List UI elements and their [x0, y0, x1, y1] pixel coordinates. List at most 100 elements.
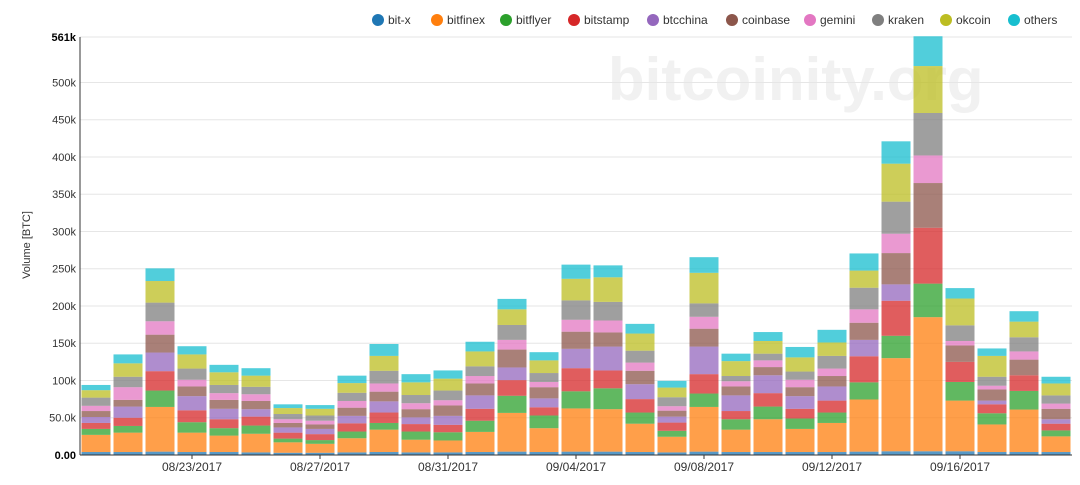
bar-segment-bitstamp[interactable] [241, 416, 271, 426]
bar-segment-coinbase[interactable] [849, 322, 879, 340]
bar-segment-others[interactable] [209, 364, 239, 373]
bar-segment-kraken[interactable] [913, 113, 943, 156]
bar-segment-bitstamp[interactable] [913, 227, 943, 284]
bar-segment-okcoin[interactable] [849, 270, 879, 288]
bar-segment-kraken[interactable] [721, 376, 751, 382]
bar-segment-kraken[interactable] [497, 324, 527, 340]
bar-segment-bit-x[interactable] [209, 452, 239, 455]
bar-segment-gemini[interactable] [273, 419, 303, 423]
legend-item-bitfinex[interactable]: bitfinex [431, 13, 485, 27]
bar-segment-others[interactable] [465, 341, 495, 352]
bar-segment-coinbase[interactable] [657, 410, 687, 417]
bar-segment-gemini[interactable] [625, 362, 655, 371]
bar-segment-gemini[interactable] [145, 321, 175, 335]
bar-segment-okcoin[interactable] [657, 387, 687, 398]
bar-segment-others[interactable] [817, 329, 847, 343]
bar-segment-bitfinex[interactable] [849, 399, 879, 452]
bar-segment-kraken[interactable] [753, 353, 783, 361]
bar-segment-btcchina[interactable] [1041, 419, 1071, 424]
bar-segment-okcoin[interactable] [337, 383, 367, 393]
bar-segment-bitstamp[interactable] [177, 410, 207, 423]
bar-segment-gemini[interactable] [945, 341, 975, 346]
bar-segment-btcchina[interactable] [177, 396, 207, 411]
bar-segment-bit-x[interactable] [721, 452, 751, 455]
bar-segment-bitflyer[interactable] [369, 422, 399, 430]
bar-segment-bit-x[interactable] [593, 451, 623, 455]
bar-segment-bitstamp[interactable] [849, 356, 879, 383]
bar-segment-bitstamp[interactable] [561, 368, 591, 392]
bar-segment-others[interactable] [913, 36, 943, 67]
bar-segment-coinbase[interactable] [113, 399, 143, 407]
bar-segment-bitfinex[interactable] [337, 438, 367, 453]
bar-segment-kraken[interactable] [305, 415, 335, 421]
bar-segment-bit-x[interactable] [113, 452, 143, 455]
legend-item-others[interactable]: others [1008, 13, 1057, 27]
bar-segment-kraken[interactable] [625, 350, 655, 363]
bar-segment-bit-x[interactable] [337, 452, 367, 455]
bar-segment-kraken[interactable] [337, 392, 367, 401]
bar-segment-gemini[interactable] [81, 405, 111, 412]
bar-segment-gemini[interactable] [849, 309, 879, 323]
bar-segment-bitstamp[interactable] [977, 404, 1007, 414]
bar-segment-kraken[interactable] [561, 300, 591, 320]
bar-segment-bitflyer[interactable] [881, 335, 911, 359]
bar-segment-okcoin[interactable] [881, 163, 911, 202]
bar-segment-bit-x[interactable] [657, 452, 687, 455]
bar-segment-btcchina[interactable] [721, 395, 751, 412]
bar-segment-others[interactable] [593, 265, 623, 278]
bar-segment-btcchina[interactable] [113, 406, 143, 418]
legend-item-gemini[interactable]: gemini [804, 13, 855, 27]
bar-segment-others[interactable] [241, 368, 271, 376]
bar-segment-coinbase[interactable] [401, 409, 431, 418]
bar-segment-bitstamp[interactable] [497, 380, 527, 396]
bar-segment-bit-x[interactable] [561, 451, 591, 455]
bar-segment-btcchina[interactable] [817, 386, 847, 401]
bar-segment-bitflyer[interactable] [785, 418, 815, 429]
legend-item-kraken[interactable]: kraken [872, 13, 924, 27]
bar-segment-bitfinex[interactable] [721, 429, 751, 453]
bar-segment-bitstamp[interactable] [657, 422, 687, 431]
bar-segment-gemini[interactable] [401, 403, 431, 410]
bar-segment-others[interactable] [145, 268, 175, 282]
bar-segment-gemini[interactable] [753, 360, 783, 368]
bar-segment-coinbase[interactable] [369, 391, 399, 402]
bar-segment-bitstamp[interactable] [337, 423, 367, 432]
bar-segment-bitstamp[interactable] [753, 393, 783, 407]
bar-segment-coinbase[interactable] [721, 386, 751, 396]
bar-segment-bitflyer[interactable] [401, 431, 431, 440]
bar-segment-bit-x[interactable] [977, 452, 1007, 455]
bar-segment-bitfinex[interactable] [305, 443, 335, 453]
bar-segment-kraken[interactable] [977, 376, 1007, 386]
bar-segment-coinbase[interactable] [241, 400, 271, 410]
bar-segment-bitflyer[interactable] [145, 390, 175, 407]
bar-segment-coinbase[interactable] [1041, 408, 1071, 420]
bar-segment-bitstamp[interactable] [593, 370, 623, 389]
bar-segment-bit-x[interactable] [433, 452, 463, 455]
bar-segment-bitfinex[interactable] [113, 432, 143, 453]
bar-segment-bit-x[interactable] [369, 452, 399, 455]
bar-segment-gemini[interactable] [337, 400, 367, 408]
legend-item-coinbase[interactable]: coinbase [726, 13, 790, 27]
bar-segment-bitfinex[interactable] [689, 406, 719, 452]
bar-segment-bitfinex[interactable] [81, 434, 111, 453]
bar-segment-bit-x[interactable] [849, 451, 879, 455]
bar-segment-bitstamp[interactable] [305, 434, 335, 441]
bar-segment-coinbase[interactable] [465, 383, 495, 396]
bar-segment-bitflyer[interactable] [625, 412, 655, 424]
bar-segment-kraken[interactable] [881, 201, 911, 234]
bar-segment-kraken[interactable] [849, 287, 879, 310]
bar-segment-coinbase[interactable] [817, 376, 847, 387]
bar-segment-bitfinex[interactable] [977, 424, 1007, 453]
bar-segment-kraken[interactable] [273, 414, 303, 420]
bar-segment-bit-x[interactable] [753, 452, 783, 455]
bar-segment-bit-x[interactable] [689, 451, 719, 455]
bar-segment-bitstamp[interactable] [465, 408, 495, 421]
bar-segment-bit-x[interactable] [1041, 452, 1071, 455]
bar-segment-others[interactable] [561, 264, 591, 279]
bar-segment-bitfinex[interactable] [913, 317, 943, 452]
bar-segment-others[interactable] [497, 298, 527, 310]
bar-segment-bit-x[interactable] [913, 451, 943, 455]
bar-segment-bitflyer[interactable] [177, 422, 207, 433]
bar-segment-bitfinex[interactable] [497, 412, 527, 452]
bar-segment-others[interactable] [977, 348, 1007, 356]
